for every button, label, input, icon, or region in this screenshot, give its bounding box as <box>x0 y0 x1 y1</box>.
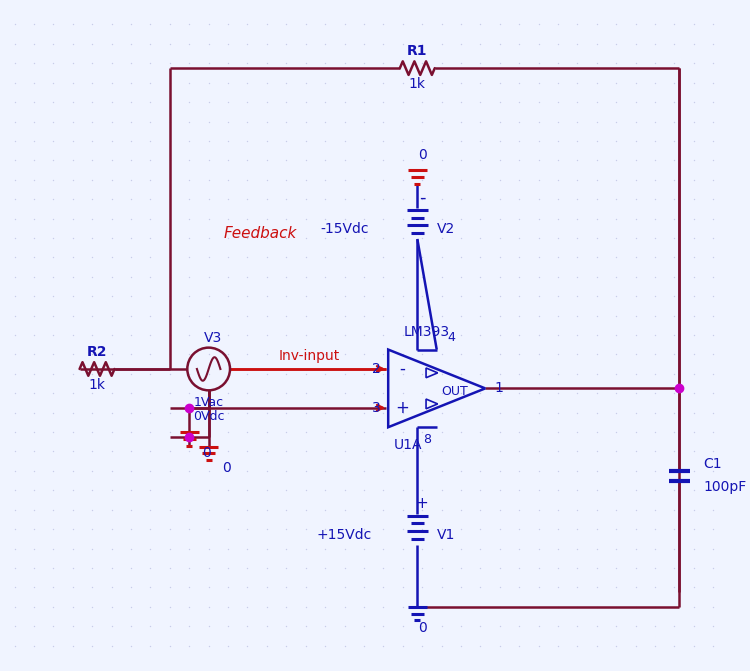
Text: +: + <box>416 497 428 511</box>
Text: C1: C1 <box>704 457 722 471</box>
Text: -15Vdc: -15Vdc <box>320 222 369 236</box>
Text: 1k: 1k <box>88 378 106 391</box>
Text: V3: V3 <box>205 331 223 345</box>
Text: -: - <box>399 360 405 378</box>
Text: R2: R2 <box>87 344 107 358</box>
Text: 3: 3 <box>372 401 381 415</box>
Text: 0: 0 <box>202 446 211 460</box>
Text: 8: 8 <box>423 433 431 446</box>
Text: +: + <box>394 399 409 417</box>
Text: U1A: U1A <box>393 437 422 452</box>
Text: V2: V2 <box>437 222 455 236</box>
Text: 4: 4 <box>447 331 455 344</box>
Text: LM393: LM393 <box>404 325 450 339</box>
Text: 100pF: 100pF <box>704 480 747 495</box>
Text: 1k: 1k <box>409 76 426 91</box>
Text: 0: 0 <box>222 461 230 475</box>
Text: +15Vdc: +15Vdc <box>317 528 372 542</box>
Text: 0: 0 <box>418 621 427 635</box>
Text: Inv-input: Inv-input <box>278 350 340 364</box>
Text: Feedback: Feedback <box>224 225 296 241</box>
Text: 2: 2 <box>372 362 381 376</box>
Text: 1Vac: 1Vac <box>194 397 224 409</box>
Text: OUT: OUT <box>441 384 467 398</box>
Text: 1: 1 <box>494 381 503 395</box>
Text: 0Vdc: 0Vdc <box>193 410 224 423</box>
Text: 0: 0 <box>418 148 427 162</box>
Text: R1: R1 <box>407 44 428 58</box>
Text: V1: V1 <box>437 528 455 542</box>
Text: -: - <box>419 189 425 207</box>
